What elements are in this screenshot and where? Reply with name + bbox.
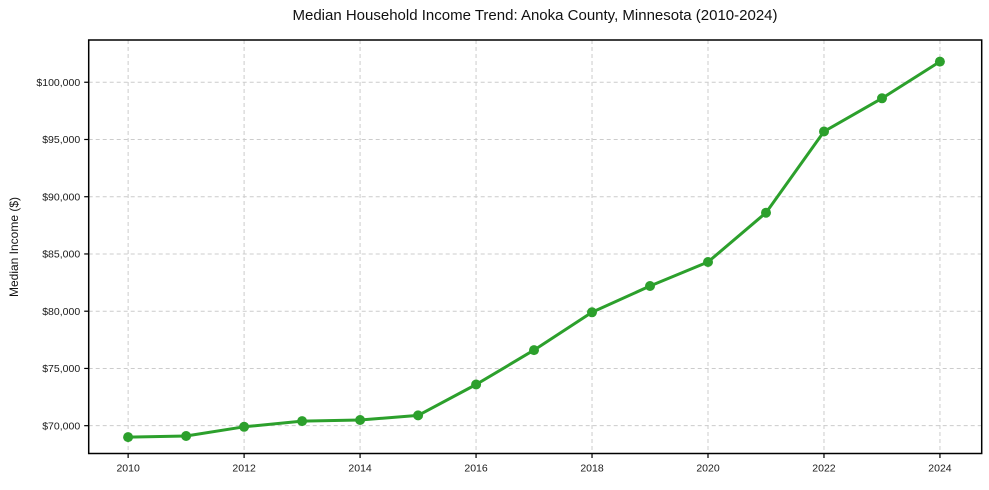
- x-tick-label: 2024: [928, 463, 952, 475]
- x-tick-label: 2022: [812, 463, 836, 475]
- trend-line: [126, 60, 942, 439]
- y-tick-label: $85,000: [42, 249, 80, 261]
- x-tick-label: 2014: [348, 463, 372, 475]
- x-tick-label: 2020: [696, 463, 720, 475]
- y-tick-label: $90,000: [42, 191, 80, 203]
- data-point: [529, 345, 539, 356]
- x-tick-label: 2018: [580, 463, 604, 475]
- y-tick-label: $100,000: [36, 77, 80, 89]
- data-point: [761, 207, 771, 218]
- y-tick-label: $70,000: [42, 420, 80, 432]
- data-point: [181, 431, 192, 441]
- data-point: [645, 281, 655, 291]
- data-point: [355, 415, 366, 425]
- data-point: [934, 56, 945, 67]
- plot-border: [87, 39, 983, 455]
- y-tick-label: $95,000: [42, 134, 80, 146]
- x-tick-label: 2012: [232, 463, 256, 475]
- y-tick-label: $75,000: [42, 363, 80, 375]
- data-point: [239, 421, 250, 432]
- x-tick-label: 2010: [116, 463, 140, 475]
- chart-title: Median Household Income Trend: Anoka Cou…: [292, 7, 778, 24]
- data-point: [703, 257, 713, 267]
- data-point: [123, 432, 134, 443]
- data-point: [587, 307, 597, 318]
- data-point: [471, 379, 482, 390]
- data-point: [413, 410, 424, 421]
- x-tick-label: 2016: [464, 463, 488, 475]
- y-tick-label: $80,000: [42, 306, 80, 318]
- data-point: [877, 93, 887, 104]
- data-point: [819, 126, 829, 137]
- data-point: [297, 416, 308, 427]
